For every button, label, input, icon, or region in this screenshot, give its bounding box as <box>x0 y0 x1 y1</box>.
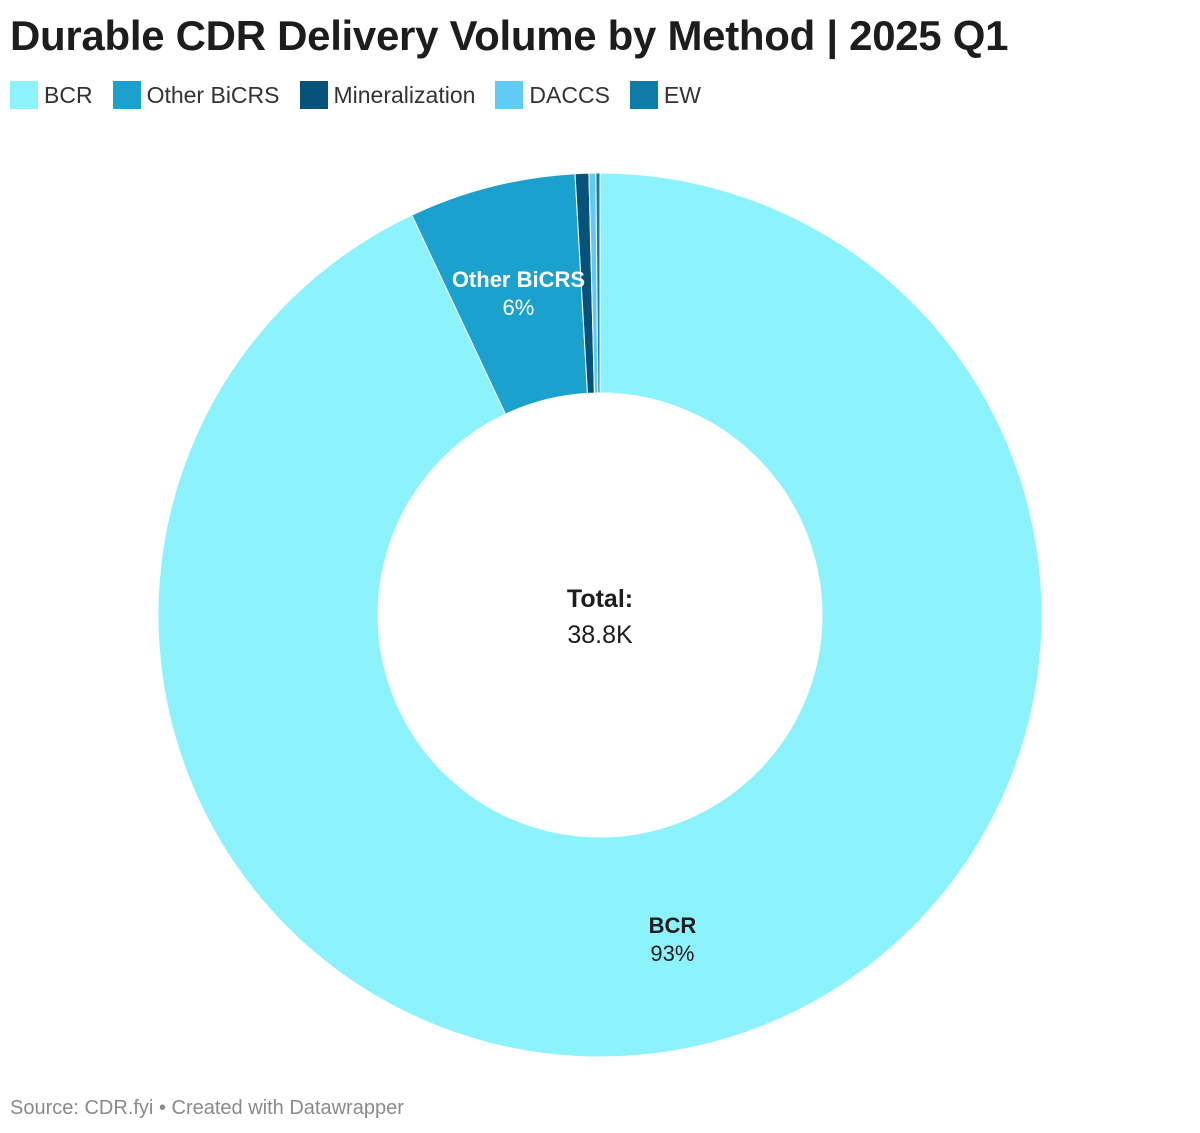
center-total-label: Total: <box>567 585 633 613</box>
chart-legend: BCR Other BiCRS Mineralization DACCS EW <box>10 80 721 110</box>
slice-label-value-other-bicrs: 6% <box>503 295 535 320</box>
center-total-value: 38.8K <box>567 621 633 649</box>
slice-label-other-bicrs: Other BiCRS 6% <box>452 267 585 320</box>
legend-item-ew: EW <box>629 81 701 109</box>
legend-item-bcr: BCR <box>10 81 93 109</box>
source-text: Source: CDR.fyi <box>10 1097 154 1119</box>
legend-label-ew: EW <box>663 81 701 108</box>
slice-label-name-bcr: BCR <box>649 913 697 938</box>
legend-label-daccs: DACCS <box>529 81 610 108</box>
legend-swatch-other-bicrs <box>112 81 141 109</box>
legend-label-mineralization: Mineralization <box>333 81 476 108</box>
legend-item-other-bicrs: Other BiCRS <box>112 81 280 109</box>
credit-text: Created with Datawrapper <box>171 1097 404 1119</box>
legend-label-bcr: BCR <box>44 81 93 108</box>
slice-label-value-bcr: 93% <box>650 941 694 966</box>
chart-title: Durable CDR Delivery Volume by Method | … <box>10 12 1009 59</box>
slice-label-name-other-bicrs: Other BiCRS <box>452 267 585 292</box>
chart-footer: Source: CDR.fyi • Created with Datawrapp… <box>10 1097 404 1120</box>
legend-swatch-mineralization <box>299 81 328 109</box>
legend-label-other-bicrs: Other BiCRS <box>146 81 280 108</box>
legend-item-daccs: DACCS <box>495 81 610 109</box>
legend-swatch-ew <box>629 81 658 109</box>
slice-ew <box>595 172 601 394</box>
legend-swatch-daccs <box>495 81 524 109</box>
legend-swatch-bcr <box>10 81 38 109</box>
legend-item-mineralization: Mineralization <box>299 81 476 109</box>
slice-label-bcr: BCR 93% <box>649 913 697 966</box>
footer-separator: • <box>158 1097 166 1119</box>
slice-bcr <box>157 172 1043 1058</box>
